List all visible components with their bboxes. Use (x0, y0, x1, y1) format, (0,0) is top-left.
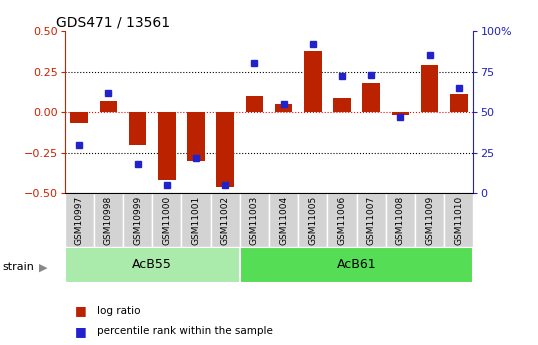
Text: log ratio: log ratio (97, 306, 140, 315)
Bar (415, 193, 444, 247)
Text: GSM11003: GSM11003 (250, 196, 259, 245)
Bar (210, 193, 240, 247)
Text: GSM11004: GSM11004 (279, 196, 288, 245)
Bar (181, 193, 210, 247)
Text: GSM11008: GSM11008 (396, 196, 405, 245)
Bar (187, 112, 205, 161)
Bar (240, 193, 269, 247)
Bar (100, 101, 117, 112)
Bar (450, 94, 468, 112)
Bar (158, 112, 175, 180)
Bar (363, 83, 380, 112)
Text: GSM11005: GSM11005 (308, 196, 317, 245)
Text: GSM10997: GSM10997 (75, 196, 84, 245)
Bar (246, 96, 263, 112)
Bar (129, 112, 146, 145)
Text: GSM11001: GSM11001 (192, 196, 201, 245)
Text: strain: strain (3, 263, 34, 272)
Text: GSM11006: GSM11006 (337, 196, 346, 245)
Bar (304, 50, 322, 112)
Text: AcB61: AcB61 (337, 258, 377, 271)
Bar (298, 193, 328, 247)
Bar (421, 65, 438, 112)
Text: GSM10999: GSM10999 (133, 196, 142, 245)
Text: percentile rank within the sample: percentile rank within the sample (97, 326, 273, 336)
Bar (328, 193, 357, 247)
Text: ▶: ▶ (39, 263, 47, 272)
Bar (65, 193, 94, 247)
Text: GSM11010: GSM11010 (454, 196, 463, 245)
Text: ■: ■ (75, 325, 87, 338)
Text: AcB55: AcB55 (132, 258, 172, 271)
Bar (152, 193, 181, 247)
Text: GSM11000: GSM11000 (162, 196, 171, 245)
Bar (240, 247, 473, 283)
Bar (94, 193, 123, 247)
Text: GSM10998: GSM10998 (104, 196, 113, 245)
Bar (275, 104, 292, 112)
Bar (357, 193, 386, 247)
Bar (216, 112, 234, 187)
Bar (123, 193, 152, 247)
Text: ■: ■ (75, 304, 87, 317)
Bar (333, 98, 351, 112)
Text: GSM11009: GSM11009 (425, 196, 434, 245)
Bar (386, 193, 415, 247)
Text: GSM11007: GSM11007 (367, 196, 376, 245)
Bar (444, 193, 473, 247)
Bar (65, 247, 240, 283)
Text: GDS471 / 13561: GDS471 / 13561 (56, 16, 171, 30)
Bar (392, 112, 409, 115)
Text: GSM11002: GSM11002 (221, 196, 230, 245)
Bar (70, 112, 88, 124)
Bar (269, 193, 298, 247)
